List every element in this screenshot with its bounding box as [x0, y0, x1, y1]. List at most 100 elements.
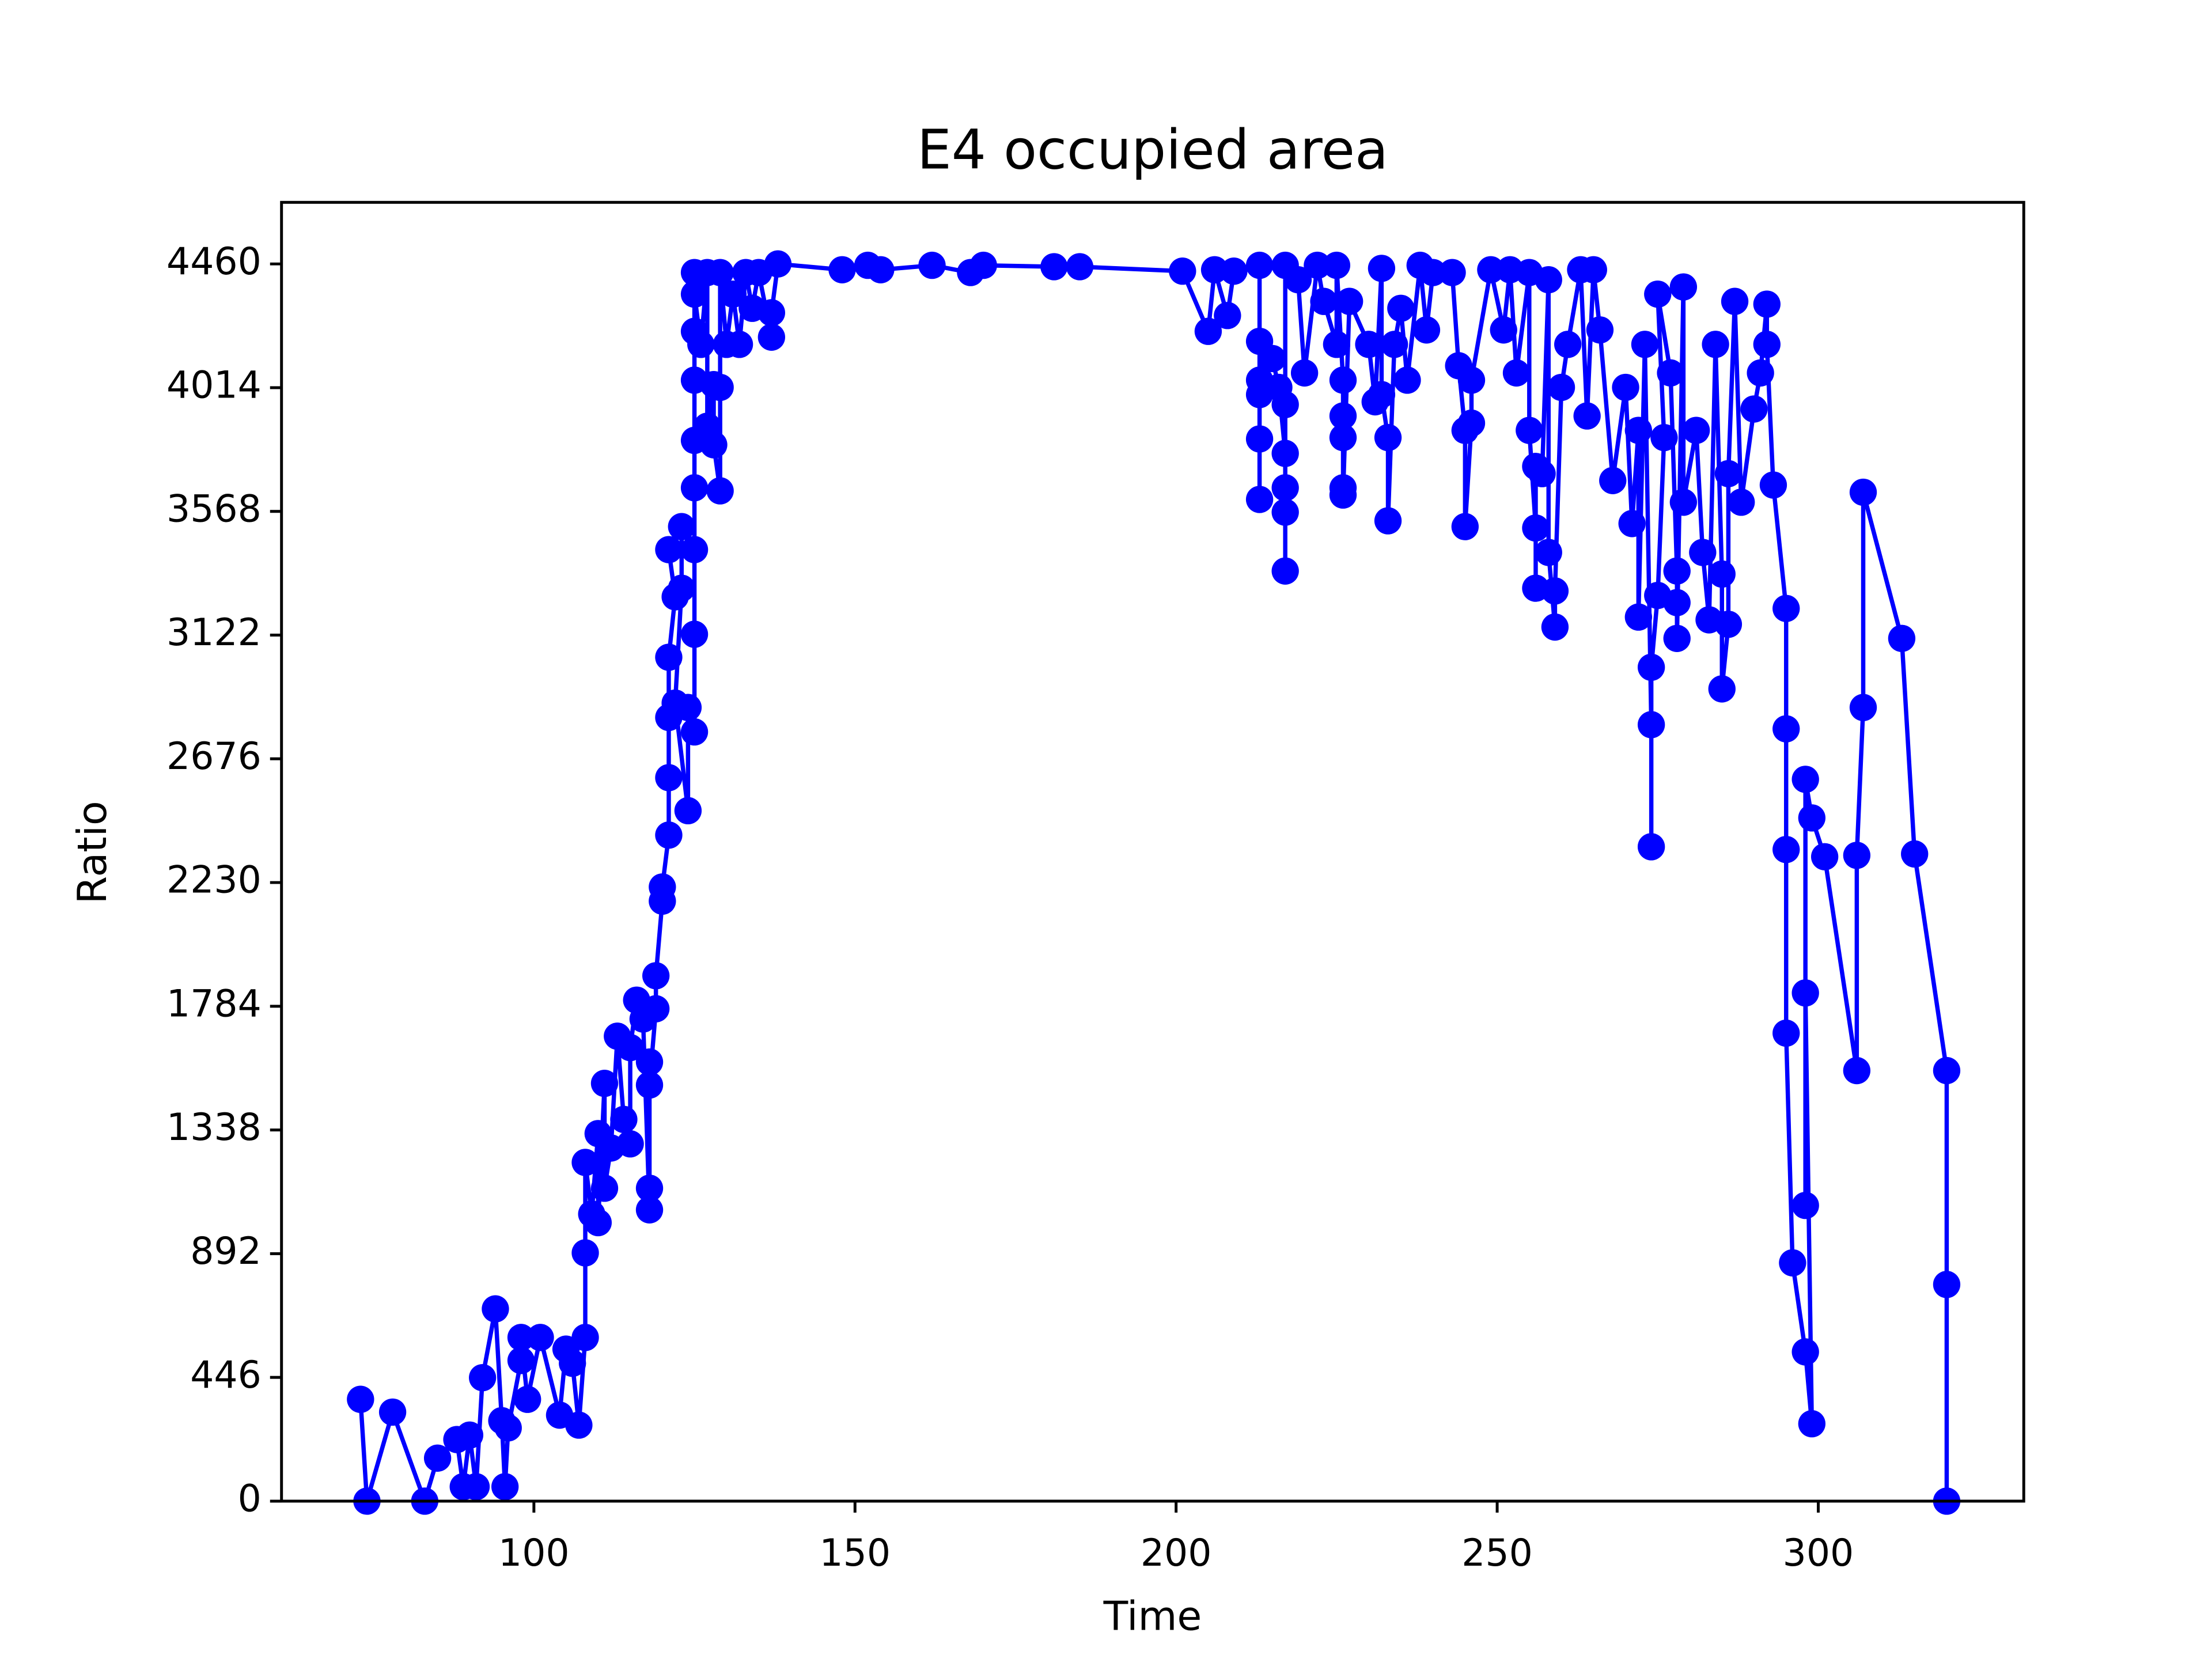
data-point [1040, 253, 1068, 281]
x-tick-label: 100 [498, 1532, 570, 1575]
data-point [725, 331, 753, 358]
data-point [649, 873, 676, 901]
data-point [514, 1385, 541, 1413]
data-point [1393, 366, 1421, 394]
data-point [655, 536, 683, 563]
data-point [1843, 842, 1871, 869]
data-point [635, 1048, 664, 1076]
data-point [680, 536, 709, 563]
data-point [1669, 488, 1698, 516]
data-point [1772, 1019, 1800, 1047]
data-point [1612, 373, 1639, 402]
data-point [462, 1473, 490, 1501]
data-point [1412, 316, 1441, 344]
data-point [1381, 331, 1408, 358]
data-point [1663, 624, 1691, 652]
x-tick-label: 300 [1783, 1532, 1854, 1575]
y-tick-label: 446 [190, 1354, 262, 1397]
data-point [1721, 287, 1749, 315]
data-point [1535, 266, 1562, 294]
data-point [1708, 675, 1736, 703]
data-point [1535, 539, 1562, 566]
y-tick-label: 3122 [166, 611, 262, 654]
data-point [1541, 577, 1569, 605]
data-point [1271, 474, 1299, 502]
data-point [1329, 423, 1357, 452]
data-point [1791, 1338, 1819, 1366]
data-point [571, 1324, 599, 1351]
data-point [1708, 560, 1736, 588]
y-tick-label: 1784 [166, 982, 262, 1025]
data-point [719, 281, 747, 308]
data-point [1624, 416, 1652, 444]
data-point [635, 1175, 664, 1202]
data-point [1573, 402, 1601, 430]
data-point [507, 1324, 535, 1351]
data-point [668, 513, 695, 540]
data-point [1624, 603, 1652, 631]
data-point [1541, 613, 1569, 641]
data-point [1779, 1249, 1806, 1277]
data-point [1637, 833, 1665, 861]
data-point [1669, 273, 1698, 301]
data-point [674, 694, 702, 721]
data-point [1220, 257, 1248, 285]
data-point [1791, 1191, 1819, 1219]
data-point [571, 1239, 599, 1267]
data-point [1194, 317, 1222, 345]
data-point [1245, 251, 1274, 279]
data-point [635, 1196, 664, 1224]
data-point [867, 256, 895, 283]
data-point [1772, 594, 1800, 622]
data-point [1637, 653, 1665, 681]
data-point [1740, 395, 1768, 423]
data-point [1753, 331, 1781, 358]
data-point [1759, 471, 1787, 499]
data-point [1335, 287, 1363, 315]
data-point [1810, 843, 1839, 870]
data-point [507, 1347, 535, 1374]
data-point [1214, 302, 1241, 329]
data-point [1689, 539, 1717, 566]
data-point [1714, 460, 1743, 487]
data-point [1271, 557, 1299, 585]
data-point [1682, 416, 1710, 444]
data-point [1747, 359, 1774, 387]
data-point [655, 764, 683, 791]
data-point [1791, 979, 1819, 1007]
data-point [491, 1473, 519, 1501]
data-point [1933, 1271, 1961, 1298]
data-point [668, 574, 695, 602]
data-point [423, 1444, 452, 1472]
data-point [1618, 510, 1646, 537]
data-point [642, 962, 670, 990]
y-tick-label: 1338 [166, 1106, 262, 1149]
data-point [700, 431, 728, 459]
data-point [1284, 266, 1312, 294]
data-point [1901, 840, 1929, 868]
data-point [680, 281, 709, 308]
data-point [1477, 256, 1505, 283]
y-tick-label: 2230 [166, 859, 262, 902]
data-point [590, 1070, 619, 1097]
data-point [1271, 391, 1299, 419]
data-point [1374, 507, 1402, 535]
data-point [706, 259, 734, 286]
y-tick-label: 892 [190, 1230, 262, 1273]
data-point [1387, 294, 1415, 322]
data-point [1714, 611, 1743, 638]
data-point [1663, 589, 1691, 616]
data-point [527, 1324, 554, 1351]
data-point [584, 1209, 612, 1237]
y-tick-label: 4014 [166, 364, 262, 407]
data-point [642, 995, 670, 1022]
data-point [1245, 425, 1274, 453]
data-point [1657, 359, 1684, 387]
data-point [1650, 423, 1678, 452]
data-point [610, 1105, 638, 1133]
data-point [1599, 467, 1627, 494]
data-point [456, 1421, 484, 1449]
data-point [559, 1349, 586, 1377]
data-point [1457, 366, 1486, 394]
